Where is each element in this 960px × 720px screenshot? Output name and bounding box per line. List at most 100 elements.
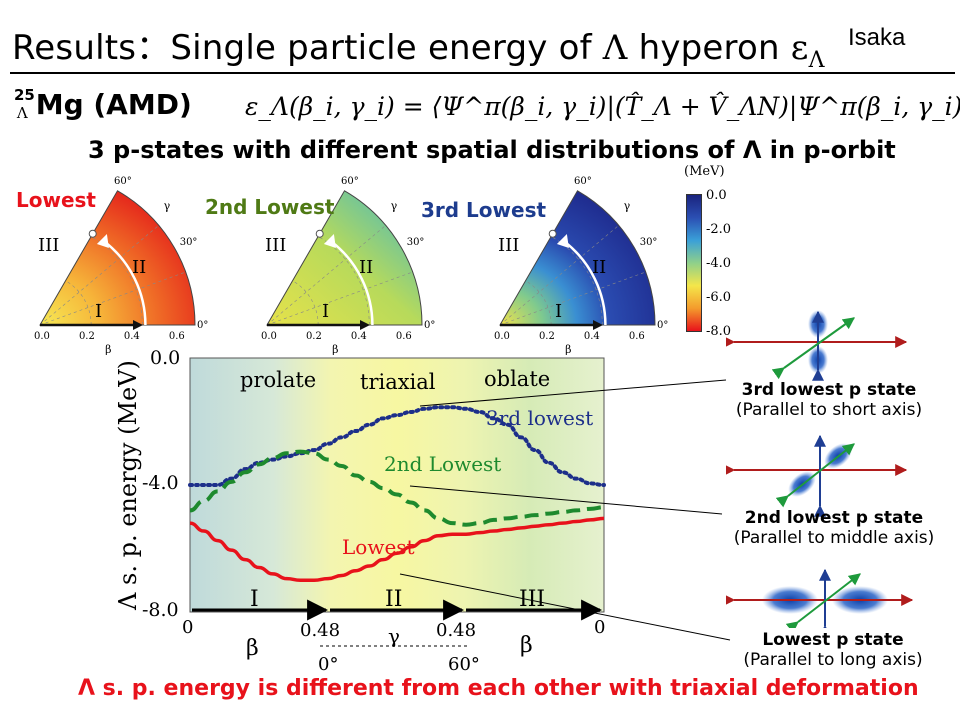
- nucleus-lambda: Λ: [16, 104, 28, 122]
- region-I-label: I: [322, 301, 329, 322]
- orbital-2nd-lowest: [726, 434, 908, 517]
- beta-tick: 0.2: [539, 331, 555, 342]
- path-arc-head: [556, 233, 569, 248]
- series-label-lowest: Lowest: [342, 535, 415, 559]
- nucleus-label: 25Λ Mg (AMD): [14, 86, 192, 122]
- title-epsilon-subscript: Λ: [808, 48, 825, 73]
- path-label-II: II: [385, 587, 402, 612]
- beta-label: β: [105, 343, 111, 355]
- title-epsilon: ε: [790, 28, 809, 68]
- callout-2nd-desc: (Parallel to middle axis): [733, 528, 935, 548]
- orbital-lowest: [726, 568, 914, 628]
- callout-2nd-lowest: 2nd lowest p state (Parallel to middle a…: [714, 508, 954, 548]
- grid-ray: [39, 225, 159, 326]
- colorbar-tick: -2.0: [706, 222, 732, 237]
- gamma-0-label: 0°: [657, 320, 668, 331]
- y-tick-4: -4.0: [142, 472, 179, 494]
- y-axis-label: Λ s. p. energy (MeV): [114, 360, 142, 611]
- bottom-conclusion: Λ s. p. energy is different from each ot…: [78, 676, 919, 701]
- beta-tick: 0.4: [351, 331, 367, 342]
- region-triaxial: triaxial: [360, 370, 436, 394]
- path-arc: [104, 240, 147, 326]
- y-tick-0: 0.0: [150, 347, 180, 369]
- x-label-gamma-60: 60°: [448, 654, 480, 675]
- path-arc: [564, 240, 607, 326]
- region-I-label: I: [95, 301, 102, 322]
- energy-chart: Λ s. p. energy (MeV) 0.0 -4.0 -8.0 prola…: [114, 347, 606, 675]
- colorbar-unit: (MeV): [684, 164, 725, 179]
- orbital-3rd-lowest: [726, 310, 908, 381]
- orbital-diagrams: [726, 310, 914, 628]
- beta-gamma-maps: 60°30°γ0°0.0 0.2 0.4 0.6βIIIIII60°30°γ0°0.0…: [34, 176, 668, 355]
- beta-arrowhead: [133, 320, 143, 330]
- nucleus-name: Mg (AMD): [35, 88, 192, 121]
- title-mid: hyperon: [627, 28, 791, 68]
- x-label-beta-left: β: [246, 636, 259, 661]
- beta-arrowhead: [593, 320, 603, 330]
- gamma-label: γ: [624, 200, 631, 213]
- beta-tick: 0.4: [584, 331, 600, 342]
- callout-3rd-desc: (Parallel to short axis): [735, 400, 923, 420]
- region-III-label: III: [265, 235, 286, 256]
- nucleus-mass: 25: [14, 86, 35, 104]
- colorbar: (MeV) 0.0 -2.0 -4.0 -6.0 -8.0: [684, 164, 774, 344]
- series-line-3rd-lowest: [188, 405, 606, 487]
- slide-title: Results：Single particle energy of Λ hype…: [12, 20, 825, 73]
- grid-ray: [266, 271, 413, 326]
- gamma-30-label: 30°: [180, 237, 198, 248]
- subtitle: 3 p-states with different spatial distri…: [88, 136, 896, 164]
- region-prolate: prolate: [240, 368, 316, 392]
- series-line-lowest: [189, 516, 605, 582]
- series-label-3rd: 3rd lowest: [486, 406, 593, 430]
- path-arc-head: [96, 233, 109, 248]
- gamma-0-label: 0°: [197, 320, 208, 331]
- beta-tick: 0.0: [261, 331, 277, 342]
- grid-ray: [39, 271, 186, 326]
- region-III-label: III: [38, 235, 59, 256]
- x-label-beta-right: β: [520, 633, 533, 658]
- region-II-label: II: [132, 257, 146, 278]
- gamma-label: γ: [391, 200, 398, 213]
- title-rule: [10, 72, 955, 74]
- beta-tick: 0.6: [629, 331, 645, 342]
- gamma-label: γ: [164, 200, 171, 213]
- path-label-III: III: [519, 587, 545, 612]
- plot-area: [189, 357, 605, 613]
- path-point: [548, 229, 557, 238]
- callout-3rd-title: 3rd lowest p state: [741, 380, 917, 400]
- gamma-60-label: 60°: [574, 176, 592, 187]
- wedge-label-3rd-lowest: 3rd Lowest: [421, 198, 547, 222]
- region-I-label: I: [555, 301, 562, 322]
- grid-arc: [292, 280, 319, 326]
- gamma-30-label: 30°: [640, 237, 658, 248]
- region-II-label: II: [359, 257, 373, 278]
- colorbar-tick: -4.0: [706, 256, 732, 271]
- callout-2nd-title: 2nd lowest p state: [744, 508, 924, 528]
- beta-tick: 0.0: [34, 331, 50, 342]
- y-tick-8: -8.0: [142, 599, 179, 621]
- series-line-2nd-lowest: [189, 449, 605, 527]
- grid-arc: [317, 236, 370, 326]
- energy-formula: ε_Λ(β_i, γ_i) = ⟨Ψ^π(β_i, γ_i)|(T̂_Λ + V…: [245, 92, 960, 121]
- grid-ray: [499, 271, 646, 326]
- x-label-gamma-0: 0°: [318, 654, 338, 675]
- colorbar-gradient: [686, 194, 702, 332]
- region-III-label: III: [498, 235, 519, 256]
- callout-lowest-desc: (Parallel to long axis): [743, 650, 923, 670]
- x-label-048-a: 0.48: [300, 620, 340, 641]
- beta-label: β: [565, 343, 571, 355]
- x-label-048-b: 0.48: [436, 620, 476, 641]
- grid-arc: [525, 280, 552, 326]
- beta-tick: 0.6: [396, 331, 412, 342]
- wedge-label-lowest: Lowest: [16, 188, 96, 212]
- author: Isaka: [848, 24, 906, 51]
- beta-tick: 0.2: [306, 331, 322, 342]
- callout-lowest-title: Lowest p state: [762, 630, 904, 650]
- callout-lowest: Lowest p state (Parallel to long axis): [718, 630, 948, 670]
- gamma-0-label: 0°: [424, 320, 435, 331]
- x-label-end: 0: [594, 617, 605, 638]
